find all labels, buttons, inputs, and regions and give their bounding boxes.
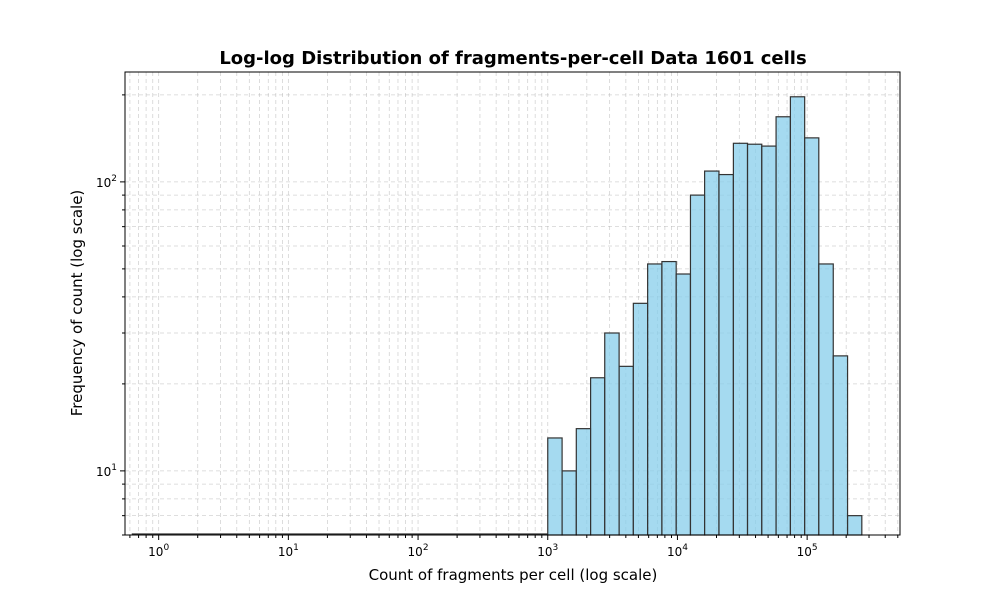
histogram-bar bbox=[832, 355, 849, 536]
histogram-bar bbox=[732, 142, 749, 536]
histogram-bar bbox=[590, 377, 606, 536]
plot-frame bbox=[124, 71, 901, 536]
histogram-bars bbox=[131, 96, 863, 536]
histogram-bar bbox=[561, 470, 577, 536]
histogram-bar bbox=[661, 260, 677, 536]
histogram-bar bbox=[704, 170, 720, 536]
histogram-bar bbox=[789, 96, 806, 536]
histogram-bar bbox=[632, 302, 649, 536]
x-tick-label: 104 bbox=[667, 543, 688, 559]
x-tick-label: 100 bbox=[148, 543, 169, 559]
y-tick-label: 102 bbox=[96, 174, 117, 190]
x-tick-label: 105 bbox=[797, 543, 818, 559]
histogram-bar bbox=[718, 173, 734, 536]
histogram-bar bbox=[761, 145, 777, 536]
histogram-bar bbox=[647, 263, 663, 536]
histogram-bar bbox=[775, 116, 792, 536]
histogram-bar bbox=[746, 143, 763, 536]
x-tick-label: 102 bbox=[408, 543, 429, 559]
x-tick-label: 103 bbox=[537, 543, 558, 559]
y-tick-label: 101 bbox=[96, 463, 117, 479]
x-tick-label: 101 bbox=[278, 543, 299, 559]
x-axis-ticks: 100 101 102 103 104 105 bbox=[129, 535, 899, 559]
histogram-bar bbox=[818, 263, 834, 536]
y-axis-ticks: 101 102 bbox=[96, 94, 125, 536]
histogram-bar bbox=[547, 437, 563, 536]
histogram-bar bbox=[689, 194, 706, 536]
x-axis-label: Count of fragments per cell (log scale) bbox=[369, 566, 658, 584]
histogram-bar bbox=[604, 332, 620, 536]
chart-title: Log-log Distribution of fragments-per-ce… bbox=[219, 48, 806, 69]
histogram-bar bbox=[618, 365, 634, 536]
histogram-bar bbox=[675, 273, 692, 536]
histogram-bar bbox=[846, 515, 863, 536]
y-axis-label: Frequency of count (log scale) bbox=[68, 190, 86, 417]
axes bbox=[124, 71, 901, 536]
histogram-bar bbox=[804, 137, 820, 536]
histogram-bar bbox=[575, 428, 592, 536]
